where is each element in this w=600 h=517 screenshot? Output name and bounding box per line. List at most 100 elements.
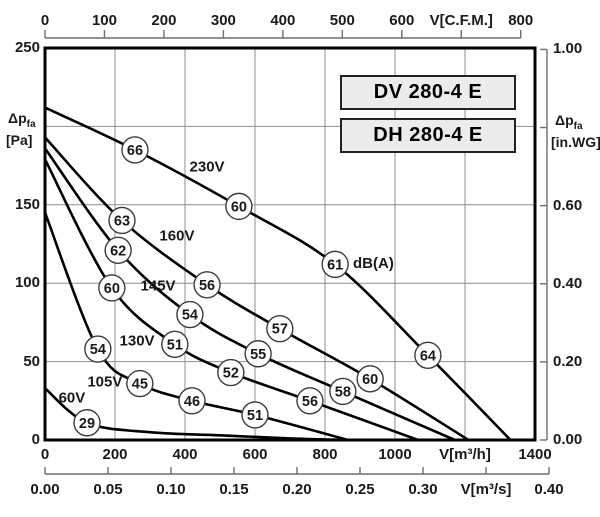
db-badge-circle: [321, 250, 349, 279]
y-axis-unit: [in.WG]: [551, 133, 600, 150]
plot-border: [43, 46, 537, 442]
plot-frame: [43, 46, 537, 442]
db-badge-circle: [329, 377, 357, 406]
annotation-dba: dB(A): [353, 255, 394, 273]
m3s-tick-label: 0.25: [345, 481, 375, 498]
m3h-tick-label: 0: [40, 446, 50, 463]
db-badge-value: 54: [182, 308, 198, 324]
db-badge-circle: [241, 401, 269, 429]
db-badge-circle: [414, 341, 442, 370]
axis-rulers: [44, 30, 550, 475]
curve-145V: [45, 147, 457, 440]
db-badge-circle: [266, 314, 294, 343]
db-badge-value: 51: [167, 337, 183, 353]
curve-160V: [45, 136, 470, 440]
cfm-tick-label: 400: [270, 12, 296, 29]
m3s-tick-label: V[m³/s]: [460, 481, 512, 498]
m3s-tick-label: 0.10: [156, 481, 186, 498]
db-badge-value: 60: [231, 199, 247, 215]
inwg-tick-label: 0.40: [553, 274, 583, 292]
db-badge-value: 64: [420, 348, 436, 364]
db-badge-circle: [108, 206, 136, 235]
db-badge-circle: [176, 300, 204, 329]
voltage-label-145V: 145V: [140, 277, 176, 295]
db-badge-circle: [193, 271, 221, 299]
db-badge-value: 60: [104, 281, 120, 297]
db-badge-circle: [225, 192, 253, 221]
cfm-tick-label: 100: [91, 12, 117, 29]
cfm-tick-label: 500: [329, 12, 355, 29]
db-badge-circle: [356, 365, 384, 393]
db-badge-circle: [217, 358, 245, 387]
voltage-label-60V: 60V: [58, 389, 86, 407]
pa-tick-label: 250: [14, 39, 40, 56]
pa-tick-label: 50: [23, 352, 40, 370]
m3h-tick-label: 1000: [378, 446, 412, 463]
m3s-tick-label: 0.15: [219, 481, 249, 498]
pa-tick-label: 0: [31, 431, 40, 448]
pa-tick-label: 150: [14, 195, 40, 213]
cfm-tick-label: 300: [210, 12, 236, 29]
db-badge-value: 29: [79, 416, 95, 432]
inwg-tick-label: 0.60: [553, 196, 583, 214]
inwg-tick-label: 1.00: [553, 40, 583, 58]
inwg-tick-label: 0.20: [553, 352, 583, 370]
cfm-tick-label: V[C.F.M.]: [429, 12, 493, 29]
m3h-tick-label: V[m³/h]: [439, 446, 491, 463]
cfm-tick-label: 200: [151, 12, 177, 29]
db-badge-value: 46: [184, 394, 200, 410]
db-badge-value: 60: [362, 372, 378, 388]
m3h-tick-label: 1400: [518, 446, 552, 463]
db-badge-value: 56: [302, 394, 318, 410]
cfm-tick-label: 800: [508, 12, 534, 29]
db-badge-circle: [178, 387, 206, 415]
db-badge-circle: [98, 274, 126, 302]
m3s-tick-label: 0.20: [282, 481, 312, 498]
db-badge-circle: [84, 335, 112, 363]
m3s-tick-label: 0.30: [408, 481, 438, 498]
cfm-tick-label: 600: [389, 12, 415, 29]
pa-tick-label: 100: [14, 274, 40, 292]
voltage-label-130V: 130V: [119, 332, 155, 350]
db-badge-value: 52: [223, 366, 239, 382]
m3s-tick-label: 0.00: [30, 481, 60, 498]
db-badge-value: 57: [272, 322, 288, 338]
db-badge-value: 66: [127, 143, 143, 159]
m3h-tick-label: 600: [242, 446, 268, 463]
y-axis-title: Δpfa: [8, 110, 36, 131]
m3s-tick-label: 0.40: [534, 481, 564, 498]
db-badge-value: 55: [250, 347, 266, 363]
db-badge-value: 51: [247, 408, 263, 424]
voltage-label-230V: 230V: [189, 158, 225, 176]
db-badge-value: 58: [335, 384, 351, 400]
db-badge-value: 63: [114, 214, 130, 230]
db-badge-value: 54: [90, 342, 106, 358]
db-level-badges: 6660616463565760625455586051525654454651…: [73, 136, 442, 437]
db-badge-circle: [161, 330, 189, 359]
m3h-tick-label: 400: [172, 446, 198, 463]
db-badge-circle: [296, 387, 324, 415]
voltage-label-160V: 160V: [159, 227, 195, 245]
db-badge-value: 61: [327, 257, 343, 273]
voltage-label-105V: 105V: [87, 373, 123, 391]
db-badge-value: 62: [110, 243, 126, 259]
inwg-tick-label: 0.00: [553, 431, 583, 448]
model-box-dh: DH 280-4 E: [340, 118, 516, 153]
cfm-tick-label: 0: [40, 12, 50, 29]
m3h-tick-label: 200: [102, 446, 128, 463]
y-axis-title: Δpfa: [555, 111, 583, 132]
m3s-tick-label: 0.05: [93, 481, 123, 498]
y-axis-unit: [Pa]: [6, 132, 33, 149]
db-badge-value: 45: [132, 377, 148, 393]
curve-130V: [45, 158, 420, 440]
db-badge-circle: [104, 236, 132, 264]
db-badge-circle: [73, 409, 101, 437]
m3h-tick-label: 800: [312, 446, 338, 463]
db-badge-circle: [121, 136, 149, 164]
db-badge-circle: [244, 340, 272, 368]
db-badge-circle: [126, 369, 154, 398]
model-box-dv: DV 280-4 E: [340, 75, 516, 110]
db-badge-value: 56: [199, 278, 215, 294]
